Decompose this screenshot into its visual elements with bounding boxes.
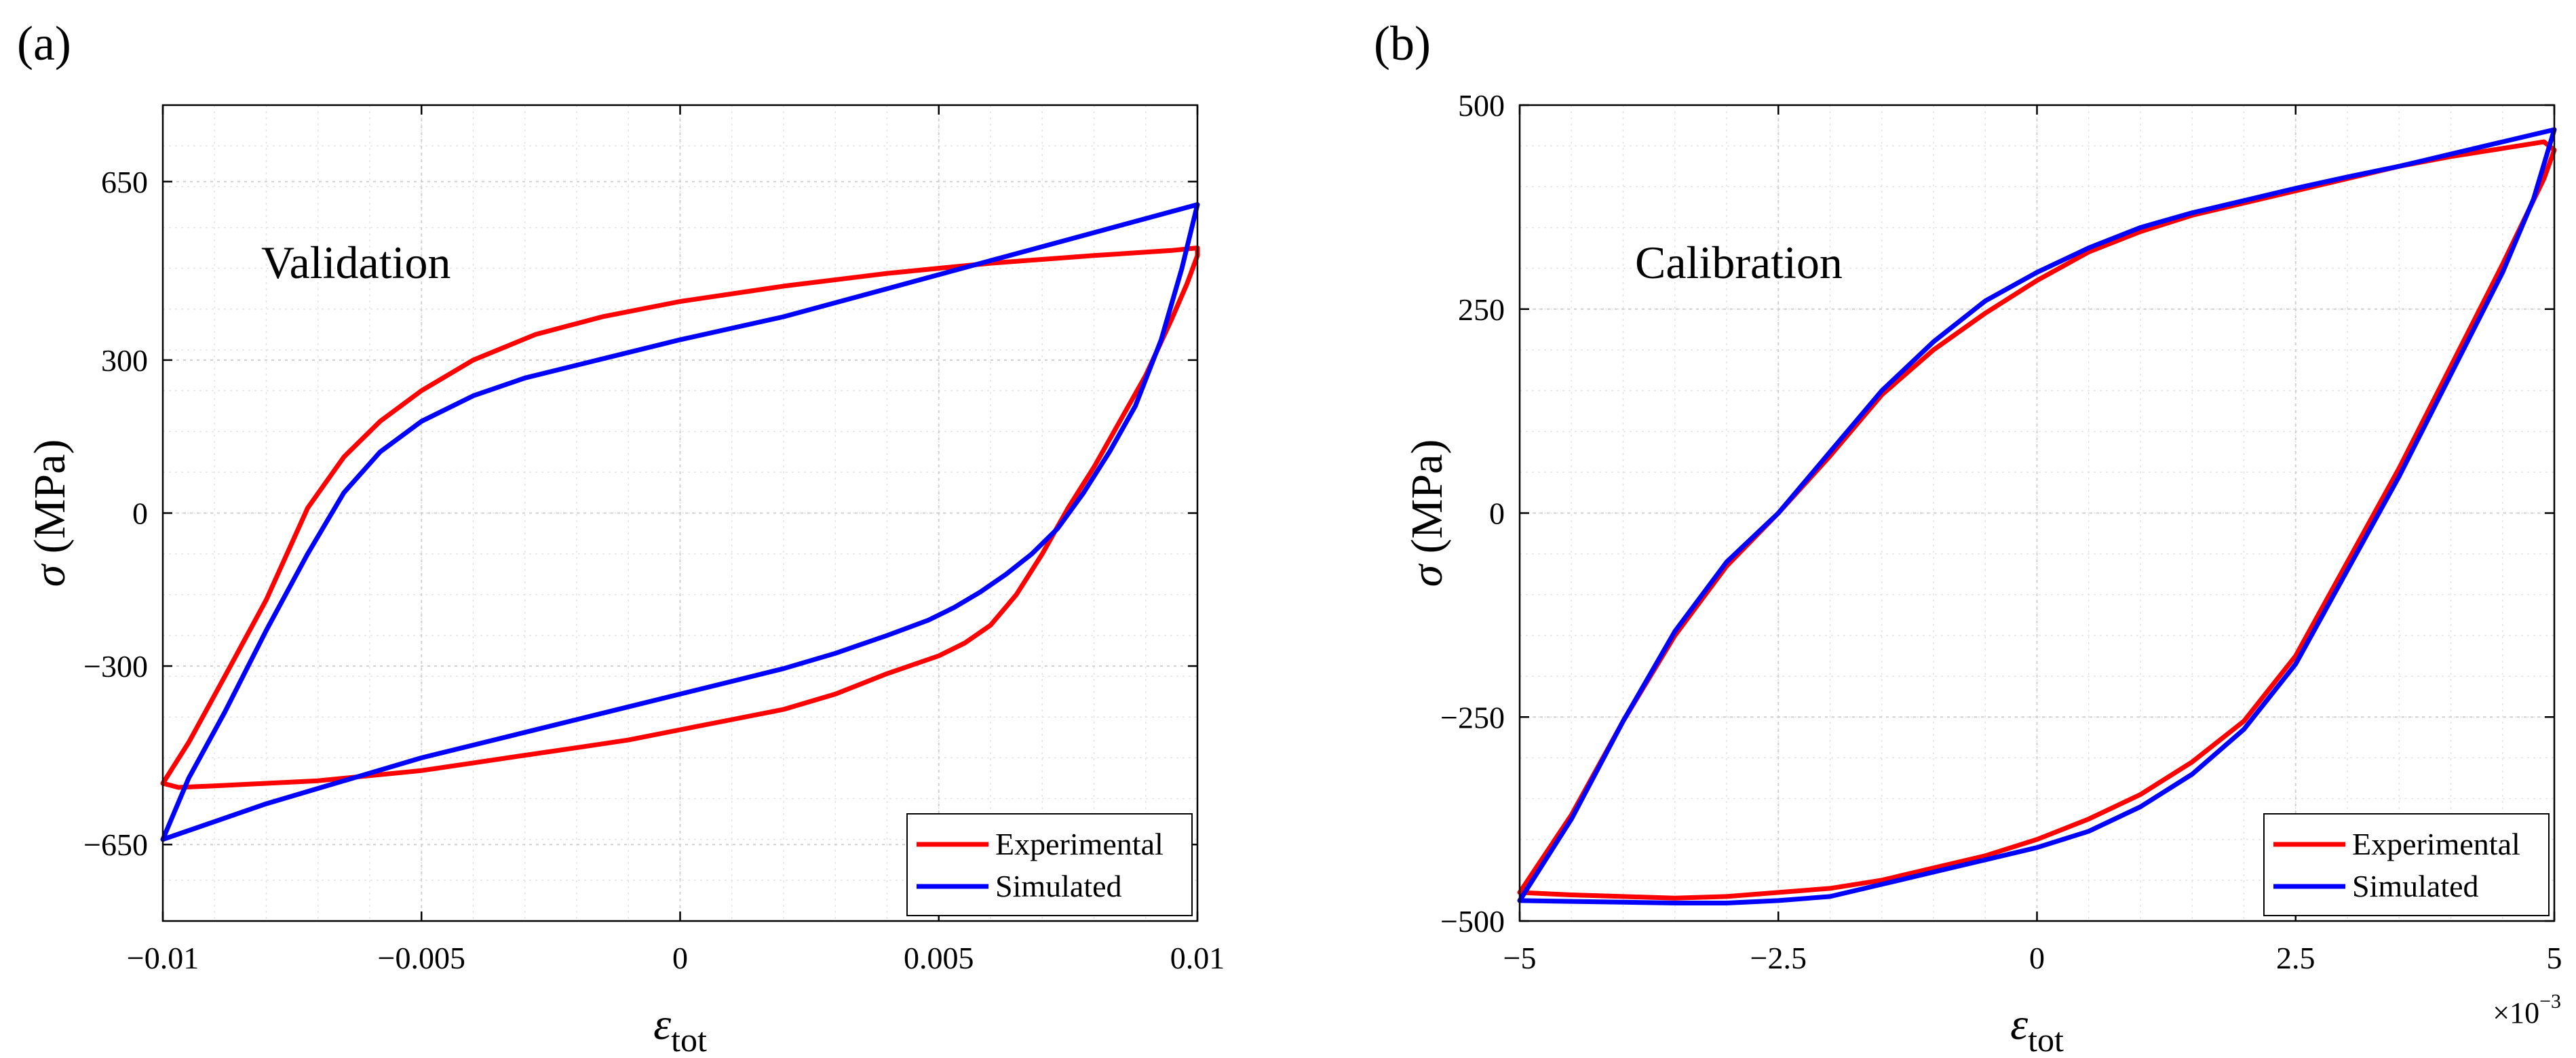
grid: [162, 104, 1198, 922]
y-tick-label: 0: [1489, 496, 1505, 531]
y-tick-label: 250: [1458, 292, 1505, 327]
x-tick-label: 0: [672, 941, 688, 975]
x-tick-label: 0: [2029, 941, 2045, 975]
panel-validation: −0.01 −0.005 0 0.005 0.01 −650 −300 0 300 650 εtot…: [17, 16, 1225, 1058]
series-line-simulated: [160, 202, 1200, 842]
y-axis-label: σ (MPa): [1402, 439, 1452, 587]
legend-label-experimental: Experimental: [995, 827, 1164, 861]
y-axis-label: σ (MPa): [25, 439, 75, 587]
legend-label-simulated: Simulated: [2352, 869, 2479, 903]
x-tick-label: 5: [2547, 941, 2562, 975]
x-tick-label: −0.01: [127, 941, 199, 975]
y-tick-label: −300: [83, 649, 148, 684]
y-tick-label: −650: [83, 827, 148, 862]
series-line-experimental: [160, 246, 1200, 790]
x-tick-label: 0.005: [904, 941, 974, 975]
series-line-simulated: [1517, 127, 2557, 905]
axis-ticks: −5 −2.5 0 2.5 5 −500 −250 0 250 500: [1440, 88, 2562, 975]
x-multiplier: ×10−3: [2493, 990, 2561, 1030]
x-tick-label: 0.01: [1170, 941, 1225, 975]
x-tick-label: −0.005: [378, 941, 465, 975]
x-tick-label: 2.5: [2276, 941, 2315, 975]
y-tick-label: 300: [101, 343, 148, 378]
panel-label: (b): [1374, 16, 1431, 71]
annotation: Validation: [261, 237, 451, 288]
annotation: Calibration: [1635, 237, 1843, 288]
series-group: [160, 202, 1200, 842]
y-tick-label: −250: [1440, 700, 1505, 734]
legend: Experimental Simulated: [2263, 813, 2550, 916]
legend-label-experimental: Experimental: [2352, 827, 2520, 861]
y-tick-label: 500: [1458, 88, 1505, 123]
legend-label-simulated: Simulated: [995, 869, 1122, 903]
x-axis-label: εtot: [653, 1000, 707, 1058]
x-tick-label: −2.5: [1750, 941, 1807, 975]
panel-calibration: −5 −2.5 0 2.5 5 −500 −250 0 250 500 ×10−3 εtot σ (MP…: [1374, 16, 2562, 1058]
y-tick-label: 650: [101, 165, 148, 199]
x-tick-label: −5: [1503, 941, 1537, 975]
x-axis-label: εtot: [2010, 1000, 2064, 1058]
legend-box: [2263, 813, 2550, 916]
y-tick-label: −500: [1440, 904, 1505, 939]
axis-ticks: −0.01 −0.005 0 0.005 0.01 −650 −300 0 300 650: [83, 105, 1225, 975]
y-tick-label: 0: [132, 496, 148, 531]
legend-box: [906, 813, 1193, 916]
legend: Experimental Simulated: [906, 813, 1193, 916]
panel-label: (a): [17, 16, 71, 71]
